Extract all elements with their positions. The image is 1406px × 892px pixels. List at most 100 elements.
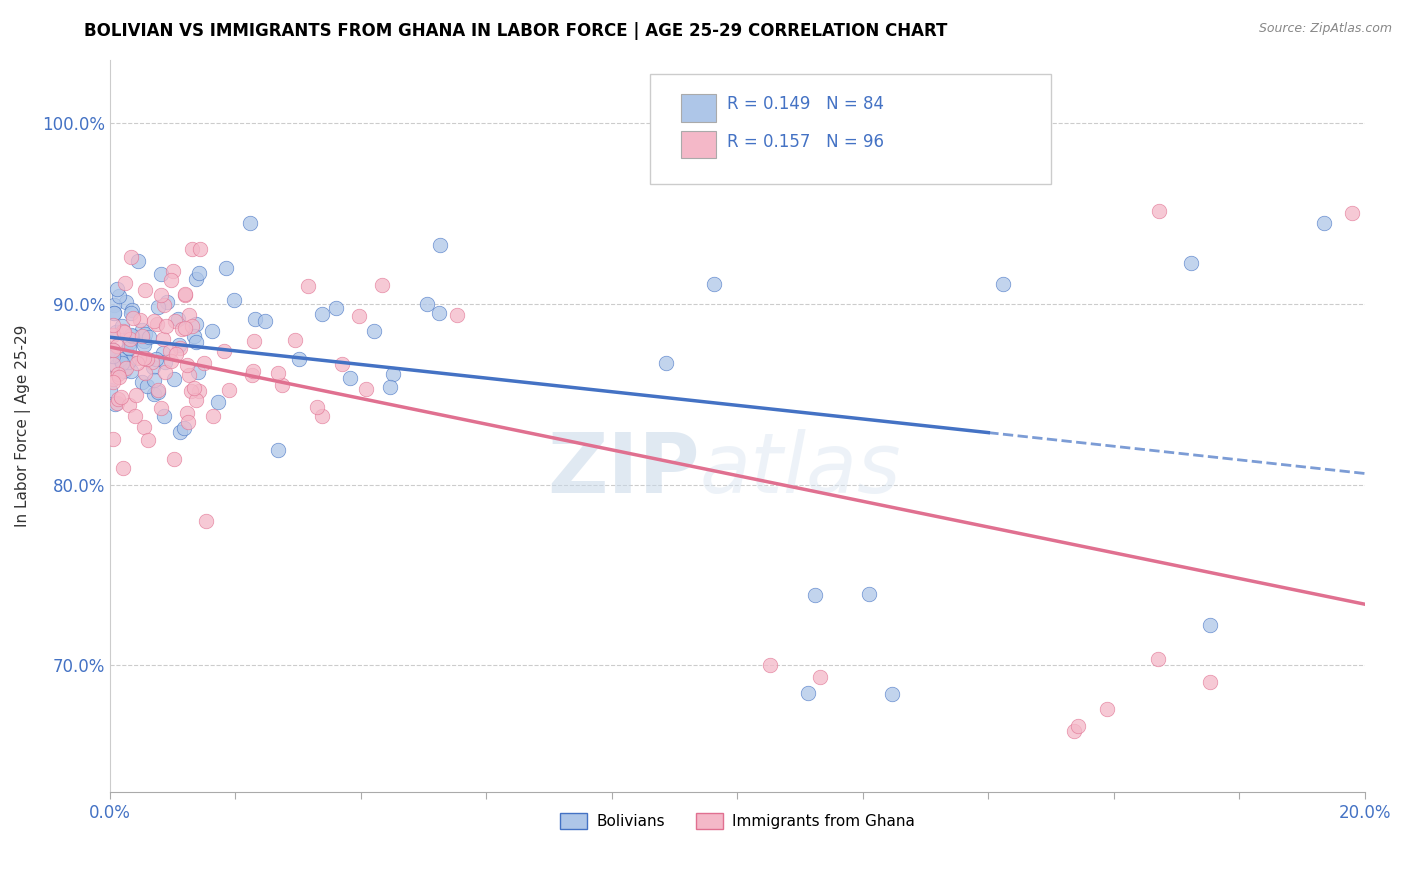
FancyBboxPatch shape	[681, 94, 716, 122]
Text: atlas: atlas	[700, 429, 901, 510]
Point	[148, 300, 170, 314]
Point	[808, 670, 831, 684]
Point	[325, 301, 347, 315]
Point	[803, 588, 825, 602]
Point	[132, 351, 155, 366]
Point	[145, 351, 167, 366]
Text: Source: ZipAtlas.com: Source: ZipAtlas.com	[1258, 22, 1392, 36]
Point	[1198, 675, 1220, 690]
Point	[288, 351, 311, 366]
Point	[1067, 719, 1090, 733]
Point	[159, 344, 181, 359]
Point	[124, 409, 146, 424]
Point	[993, 277, 1015, 292]
Point	[382, 368, 405, 382]
Point	[174, 287, 197, 301]
Point	[153, 298, 176, 312]
Y-axis label: In Labor Force | Age 25-29: In Labor Force | Age 25-29	[15, 325, 31, 527]
Point	[103, 298, 125, 312]
Point	[134, 338, 156, 352]
Point	[349, 310, 371, 324]
Point	[1147, 652, 1170, 666]
Point	[165, 347, 187, 361]
Point	[104, 397, 127, 411]
Point	[120, 250, 142, 264]
Point	[111, 356, 134, 370]
Point	[112, 324, 135, 338]
Point	[169, 425, 191, 439]
Point	[1341, 206, 1364, 220]
Point	[882, 688, 904, 702]
Point	[128, 351, 150, 365]
Point	[170, 322, 193, 336]
Point	[146, 383, 169, 397]
Point	[176, 406, 198, 420]
Point	[1313, 216, 1336, 230]
Point	[1198, 617, 1220, 632]
Point	[187, 365, 209, 379]
Point	[187, 384, 209, 398]
Point	[115, 361, 138, 376]
Point	[112, 325, 135, 339]
Point	[134, 367, 156, 381]
Point	[118, 336, 141, 351]
Point	[759, 658, 782, 673]
Point	[239, 216, 262, 230]
Legend: Bolivians, Immigrants from Ghana: Bolivians, Immigrants from Ghana	[554, 807, 921, 836]
Point	[150, 401, 173, 416]
Point	[416, 296, 439, 310]
Text: R = 0.149   N = 84: R = 0.149 N = 84	[727, 95, 884, 112]
Point	[184, 272, 207, 286]
Point	[174, 321, 197, 335]
Point	[128, 313, 150, 327]
Point	[125, 356, 148, 370]
Point	[150, 267, 173, 281]
Point	[105, 339, 128, 353]
Point	[131, 375, 153, 389]
Point	[135, 352, 157, 367]
Point	[120, 306, 142, 320]
Point	[156, 294, 179, 309]
Point	[150, 288, 173, 302]
Point	[118, 398, 141, 412]
Point	[153, 409, 176, 424]
Point	[118, 341, 141, 355]
Point	[242, 368, 264, 383]
Point	[121, 329, 143, 343]
Point	[118, 353, 141, 368]
Point	[136, 433, 159, 447]
Point	[125, 387, 148, 401]
Point	[254, 314, 277, 328]
Point	[243, 312, 266, 326]
Text: R = 0.157   N = 96: R = 0.157 N = 96	[727, 133, 884, 151]
Point	[107, 289, 129, 303]
Point	[146, 317, 169, 331]
Point	[162, 263, 184, 277]
Point	[339, 370, 361, 384]
Point	[266, 366, 288, 380]
Point	[218, 383, 240, 397]
Point	[184, 392, 207, 407]
Point	[179, 308, 201, 322]
Point	[193, 355, 215, 369]
Point	[180, 384, 202, 399]
Point	[103, 349, 125, 363]
Point	[169, 342, 191, 356]
Point	[311, 307, 333, 321]
Point	[153, 355, 176, 369]
Text: BOLIVIAN VS IMMIGRANTS FROM GHANA IN LABOR FORCE | AGE 25-29 CORRELATION CHART: BOLIVIAN VS IMMIGRANTS FROM GHANA IN LAB…	[84, 22, 948, 40]
Point	[115, 343, 138, 358]
Point	[122, 310, 145, 325]
Point	[1147, 203, 1170, 218]
Point	[429, 238, 451, 252]
Point	[173, 287, 195, 301]
Point	[107, 367, 129, 381]
Point	[188, 242, 211, 256]
Point	[134, 420, 156, 434]
Point	[212, 344, 235, 359]
FancyBboxPatch shape	[650, 74, 1052, 184]
Point	[311, 409, 333, 424]
Point	[108, 370, 131, 384]
Point	[152, 332, 174, 346]
Point	[112, 461, 135, 475]
